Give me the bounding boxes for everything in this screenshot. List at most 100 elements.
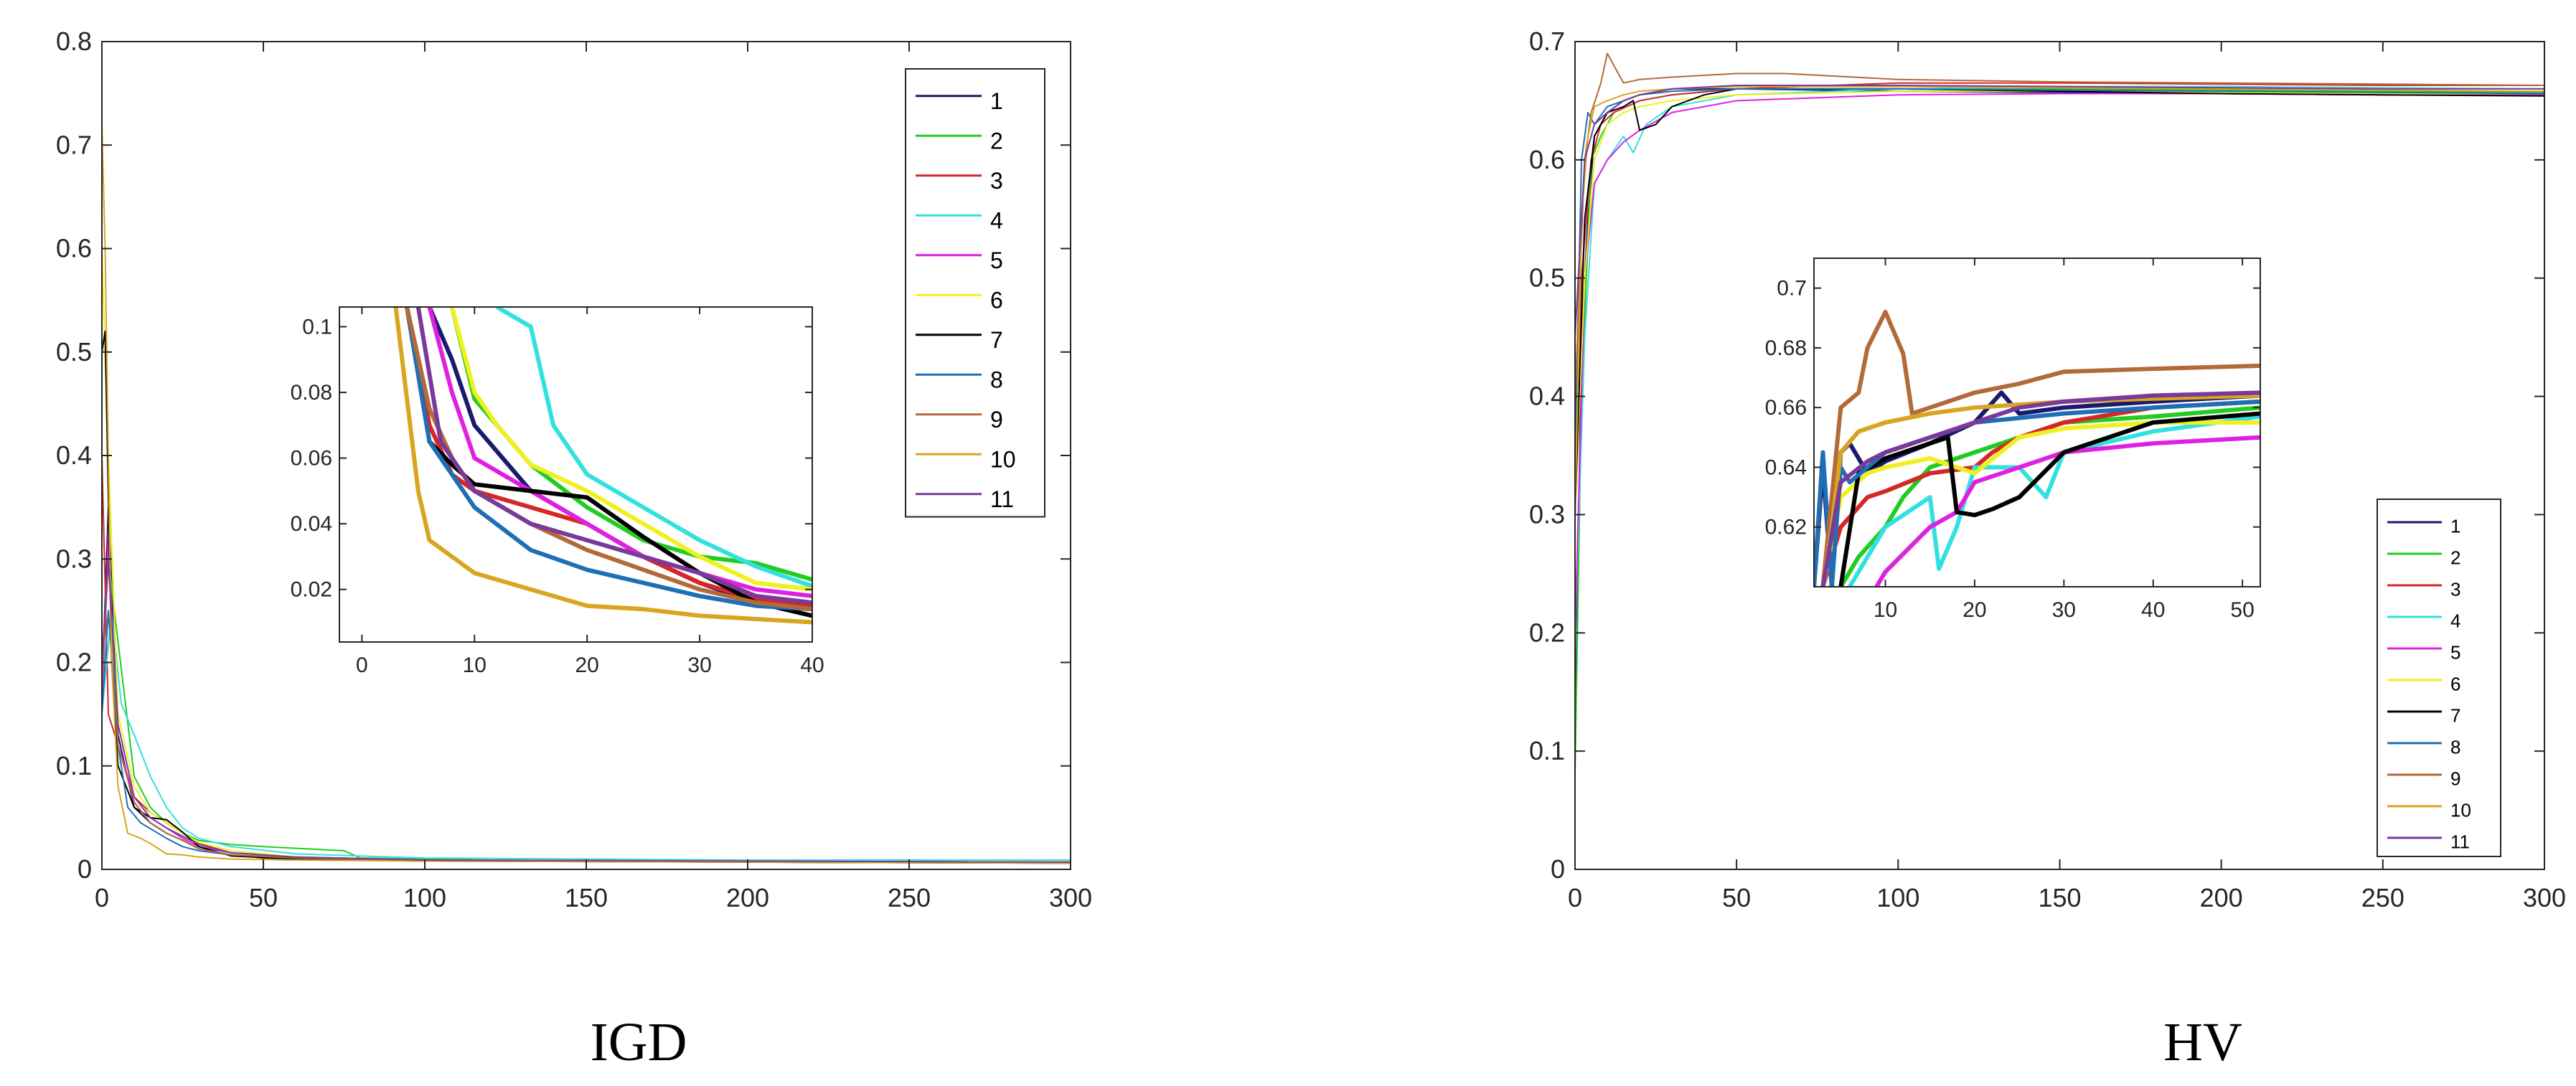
igd-legend-label-2: 2 <box>990 128 1003 154</box>
igd-series-2-line <box>102 558 1071 863</box>
hv-ytick-label: 0.1 <box>1529 736 1565 765</box>
hv-inset-ytick-label: 0.64 <box>1765 455 1807 479</box>
hv-xtick-label: 200 <box>2200 883 2243 912</box>
igd-ytick-label: 0.7 <box>56 130 92 159</box>
hv-inset-series-11-line <box>1820 390 2260 587</box>
hv-series-9-line <box>1575 52 2544 397</box>
igd-xtick-label: 50 <box>249 883 278 912</box>
igd-inset-ytick-label: 0.04 <box>291 512 332 536</box>
hv-inset-xtick-label: 20 <box>1962 598 1986 622</box>
hv-legend-label-4: 4 <box>2450 610 2460 632</box>
igd-inset-xtick-label: 30 <box>687 653 711 677</box>
hv-xtick-label: 0 <box>1568 883 1582 912</box>
igd-xtick-label: 100 <box>403 883 446 912</box>
igd-ytick-label: 0.2 <box>56 648 92 677</box>
hv-ytick-label: 0.4 <box>1529 382 1565 411</box>
hv-inset-axes-frame <box>1813 258 2261 587</box>
hv-legend-label-2: 2 <box>2450 547 2460 569</box>
igd-inset-ytick-label: 0.1 <box>302 315 332 339</box>
hv-xtick-label: 50 <box>1722 883 1751 912</box>
igd-legend-label-11: 11 <box>990 486 1014 512</box>
hv-series-6-line <box>1575 90 2544 515</box>
igd-inset-xtick-label: 40 <box>800 653 824 677</box>
igd-inset-series-10-line <box>393 307 812 625</box>
igd-ytick-label: 0 <box>77 854 92 884</box>
igd-legend-label-4: 4 <box>990 208 1003 234</box>
igd-legend-label-10: 10 <box>990 447 1016 473</box>
hv-ytick-label: 0.6 <box>1529 145 1565 174</box>
hv-xtick-label: 300 <box>2523 883 2566 912</box>
igd-legend-label-7: 7 <box>990 327 1003 353</box>
hv-legend-label-1: 1 <box>2450 516 2460 537</box>
hv-legend-label-11: 11 <box>2450 831 2470 853</box>
hv-inset-series-7-line <box>1838 411 2260 587</box>
igd-inset-axes-frame <box>339 306 813 643</box>
hv-ytick-label: 0.7 <box>1529 27 1565 56</box>
hv-inset-ytick-label: 0.68 <box>1765 336 1807 360</box>
igd-ytick-label: 0.1 <box>56 751 92 780</box>
hv-inset-series-9-line <box>1820 309 2260 587</box>
hv-inset-ytick-label: 0.62 <box>1765 516 1807 539</box>
igd-inset-series-4-line <box>496 307 812 589</box>
hv-series-7-line <box>1575 88 2544 515</box>
hv-legend-label-8: 8 <box>2450 737 2460 758</box>
hv-ytick-label: 0.5 <box>1529 263 1565 293</box>
igd-inset-xtick-label: 0 <box>356 653 368 677</box>
hv-ytick-label: 0.3 <box>1529 499 1565 529</box>
igd-inset-xtick-label: 10 <box>463 653 486 677</box>
hv-legend-label-7: 7 <box>2450 705 2460 727</box>
igd-inset-series-8-line <box>405 307 812 612</box>
igd-inset-ytick-label: 0.08 <box>291 381 332 405</box>
igd-caption: IGD <box>590 1012 687 1072</box>
igd-ytick-label: 0.4 <box>56 440 92 470</box>
igd-inset-series-3-line <box>405 307 812 608</box>
hv-inset-xtick-label: 50 <box>2230 598 2254 622</box>
hv-legend-label-5: 5 <box>2450 642 2460 664</box>
hv-series-group <box>1575 52 2544 775</box>
hv-inset-series-5-line <box>1874 435 2260 587</box>
igd-inset-series-5-line <box>427 307 812 598</box>
igd-inset-series-6-line <box>449 307 812 592</box>
igd-inset-ytick-label: 0.06 <box>291 447 332 471</box>
igd-legend-label-3: 3 <box>990 168 1003 194</box>
hv-inset-xtick-label: 10 <box>1874 598 1897 622</box>
igd-legend-label-9: 9 <box>990 407 1003 433</box>
hv-inset-series-group <box>1814 309 2260 587</box>
hv-inset-xtick-label: 30 <box>2052 598 2076 622</box>
hv-series-11-line <box>1575 85 2544 338</box>
igd-inset-xtick-label: 20 <box>575 653 599 677</box>
igd-legend-label-5: 5 <box>990 247 1003 273</box>
hv-inset-xtick-label: 40 <box>2141 598 2165 622</box>
hv-ytick-label: 0 <box>1551 854 1565 884</box>
hv-series-10-line <box>1575 85 2544 515</box>
hv-legend-label-3: 3 <box>2450 579 2460 600</box>
hv-caption: HV <box>2163 1012 2242 1072</box>
hv-inset-ytick-label: 0.66 <box>1765 396 1807 420</box>
hv-legend <box>2377 499 2501 857</box>
igd-legend <box>905 68 1045 518</box>
igd-ytick-label: 0.6 <box>56 234 92 263</box>
hv-chart: 0 50 100 150 200 250 30000.10.20.30.40.50.60.7… <box>1529 27 2566 912</box>
igd-xtick-label: 250 <box>888 883 931 912</box>
igd-series-4-line <box>102 610 1071 861</box>
hv-ytick-label: 0.2 <box>1529 618 1565 647</box>
hv-xtick-label: 100 <box>1876 883 1919 912</box>
igd-ytick-label: 0.8 <box>56 27 92 56</box>
hv-legend-label-9: 9 <box>2450 768 2460 790</box>
igd-chart: 0 50 100 150 200 250 30000.10.20.30.40.50.60.7… <box>56 27 1092 912</box>
igd-legend-label-6: 6 <box>990 288 1003 313</box>
hv-series-8-line <box>1575 88 2544 456</box>
igd-inset-series-group <box>393 307 812 625</box>
hv-inset-ytick-label: 0.7 <box>1777 277 1807 301</box>
hv-legend-label-10: 10 <box>2450 800 2471 821</box>
igd-xtick-label: 300 <box>1049 883 1092 912</box>
igd-ytick-label: 0.3 <box>56 544 92 573</box>
igd-xtick-label: 0 <box>95 883 109 912</box>
igd-series-10-line <box>102 124 1071 864</box>
hv-xtick-label: 150 <box>2038 883 2081 912</box>
igd-xtick-label: 150 <box>565 883 608 912</box>
igd-inset-series-7-line <box>405 307 812 618</box>
igd-legend-label-8: 8 <box>990 367 1003 393</box>
hv-legend-label-6: 6 <box>2450 674 2460 695</box>
